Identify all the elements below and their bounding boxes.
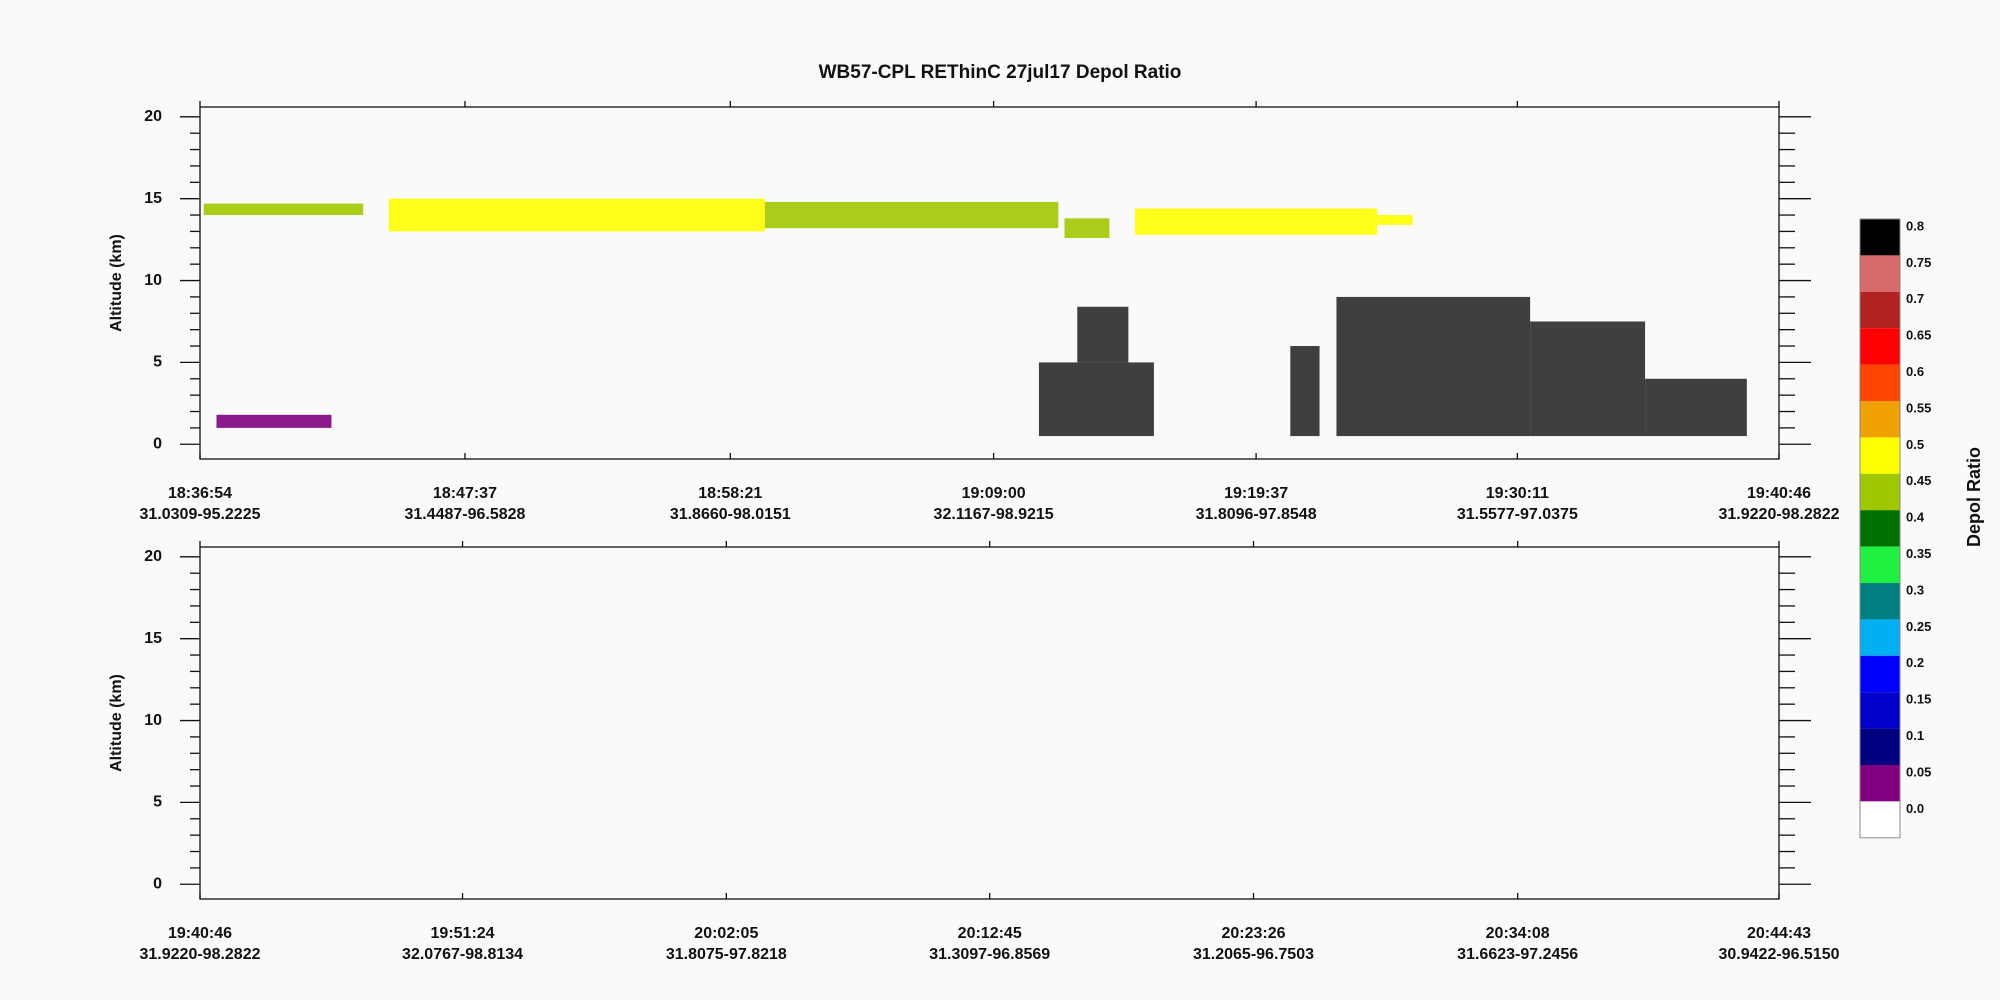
y-axis-label: Altitude (km) [108,234,125,332]
colorbar-label: 0.55 [1906,400,1931,415]
cloud-patch [1530,321,1646,437]
y-tick-label: 0 [153,435,162,452]
colorbar-label: 0.8 [1906,218,1924,233]
colorbar-label: 0.1 [1906,728,1924,743]
x-tick-label: 31.3097-96.8569 [929,946,1050,963]
colorbar-band [1860,291,1900,329]
colorbar-label: 0.0 [1906,801,1924,816]
colorbar-label: 0.05 [1906,764,1931,779]
cloud-patch [1377,215,1413,225]
colorbar-band [1860,692,1900,729]
colorbar-band [1860,546,1900,583]
x-tick-label: 32.0767-98.8134 [402,946,523,963]
colorbar-band [1860,655,1900,693]
x-tick-label: 19:19:37 [1224,485,1288,502]
x-tick-label: 31.6623-97.2456 [1457,946,1578,963]
colorbar-band [1860,255,1900,292]
colorbar-label: 0.75 [1906,255,1931,270]
colorbar-band [1860,619,1900,656]
x-tick-label: 31.9220-98.2822 [1719,506,1840,523]
y-axis-label: Altitude (km) [108,674,125,772]
colorbar-title: Depol Ratio [1964,447,1984,547]
x-tick-label: 18:47:37 [433,485,497,502]
x-tick-label: 19:40:46 [1747,485,1811,502]
cloud-patch [1077,306,1129,363]
colorbar-band [1860,473,1900,511]
x-tick-label: 30.9422-96.5150 [1719,946,1840,963]
colorbar-band [1860,765,1900,802]
colorbar-label: 0.2 [1906,655,1924,670]
colorbar-band [1860,364,1900,401]
cloud-patch [203,203,364,216]
x-tick-label: 18:58:21 [698,485,762,502]
y-tick-label: 15 [144,630,162,647]
x-tick-label: 31.5577-97.0375 [1457,506,1578,523]
x-tick-label: 19:30:11 [1486,485,1549,502]
x-tick-label: 32.1167-98.9215 [934,506,1054,523]
x-tick-label: 20:12:45 [958,925,1022,942]
colorbar-band [1860,583,1900,620]
colorbar-label: 0.5 [1906,437,1924,452]
cloud-patch [388,198,765,232]
x-tick-label: 31.2065-96.7503 [1193,946,1314,963]
y-tick-label: 10 [144,712,162,729]
colorbar-band [1860,328,1900,365]
colorbar-label: 0.7 [1906,291,1924,306]
x-tick-label: 31.4487-96.5828 [404,506,525,523]
x-tick-label: 31.8660-98.0151 [670,506,791,523]
y-tick-label: 15 [144,190,162,207]
colorbar-label: 0.15 [1906,692,1931,707]
colorbar-label: 0.65 [1906,328,1931,343]
colorbar-band [1860,401,1900,438]
colorbar-band [1860,801,1900,838]
colorbar-frame [1859,218,1901,839]
x-tick-label: 19:40:46 [168,925,232,942]
x-tick-label: 19:09:00 [962,485,1026,502]
colorbar-band [1860,510,1900,547]
colorbar-label: 0.25 [1906,619,1931,634]
y-tick-label: 5 [153,794,162,811]
colorbar-label: 0.35 [1906,546,1931,561]
cloud-patch [1134,208,1378,235]
colorbar-label: 0.45 [1906,473,1931,488]
cloud-patch [1064,218,1110,238]
x-tick-label: 18:36:54 [168,485,232,502]
y-tick-label: 5 [153,354,162,371]
x-tick-label: 31.8075-97.8218 [666,946,787,963]
x-tick-label: 20:34:08 [1486,925,1550,942]
y-tick-label: 20 [144,548,162,565]
x-tick-label: 31.0309-95.2225 [140,506,261,523]
cloud-patch [1645,378,1747,437]
cloud-patch [1290,346,1320,437]
x-tick-label: 20:23:26 [1221,925,1285,942]
cloud-patch [764,201,1059,229]
colorbar-band [1860,728,1900,765]
colorbar-label: 0.4 [1906,510,1925,525]
cloud-patch [1336,296,1531,437]
cloud-patch [216,414,332,428]
colorbar-band [1860,437,1900,474]
y-tick-label: 0 [153,875,162,892]
y-tick-label: 10 [144,272,162,289]
cloud-patch [1038,362,1154,437]
plot-frame [199,106,1780,460]
chart-title: WB57-CPL REThinC 27jul17 Depol Ratio [819,62,1182,83]
colorbar-band [1860,219,1900,256]
x-tick-label: 19:51:24 [431,925,495,942]
x-tick-label: 31.9220-98.2822 [140,946,261,963]
colorbar-label: 0.6 [1906,364,1924,379]
x-tick-label: 31.8096-97.8548 [1196,506,1317,523]
x-tick-label: 20:02:05 [694,925,758,942]
colorbar-label: 0.3 [1906,582,1924,597]
x-tick-label: 20:44:43 [1747,925,1811,942]
y-tick-label: 20 [144,108,162,125]
